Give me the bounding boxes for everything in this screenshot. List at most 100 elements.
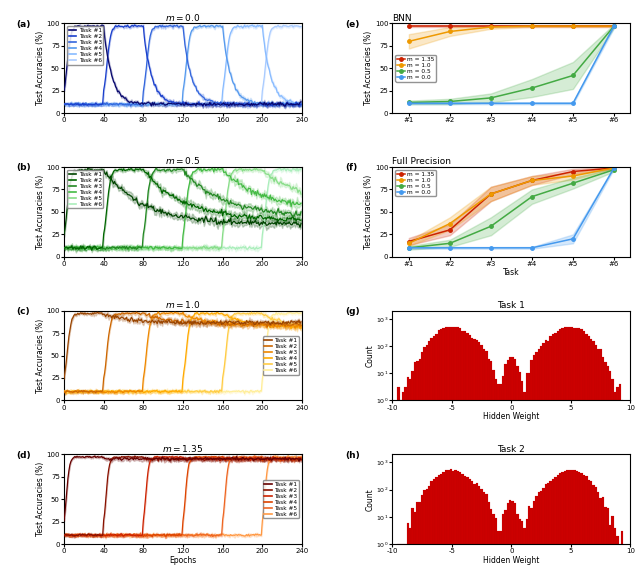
Bar [404, 387, 406, 585]
Bar [457, 472, 459, 585]
Bar [528, 505, 531, 585]
Bar [481, 345, 483, 585]
Bar [547, 483, 550, 585]
m = 0.0 [610, 164, 618, 171]
m = 1.0 [528, 177, 536, 184]
m = 1.35 [569, 23, 577, 30]
X-axis label: Hidden Weight: Hidden Weight [483, 556, 540, 565]
Bar [585, 333, 588, 585]
m = 0.5 [405, 99, 413, 106]
Bar [492, 514, 495, 585]
X-axis label: Epochs: Epochs [170, 556, 196, 565]
m = 0.0 [446, 100, 454, 107]
Bar [597, 349, 600, 585]
Bar [426, 489, 428, 585]
m = 0.5 [405, 245, 413, 252]
Bar [616, 387, 618, 585]
Bar [490, 510, 492, 585]
Bar [421, 495, 423, 585]
Bar [525, 519, 528, 585]
Bar [457, 327, 459, 585]
Bar [531, 508, 533, 585]
Bar [402, 544, 404, 585]
Bar [533, 356, 535, 585]
m = 1.0 [528, 23, 536, 30]
Bar [573, 470, 575, 585]
Bar [535, 352, 538, 585]
Bar [428, 341, 431, 585]
Bar [466, 333, 468, 585]
Bar [514, 360, 516, 585]
Line: m = 0.0: m = 0.0 [407, 25, 616, 105]
Bar [554, 333, 557, 585]
m = 0.0 [569, 235, 577, 242]
Bar [571, 470, 573, 585]
Bar [485, 494, 488, 585]
Y-axis label: Test Accuracies (%): Test Accuracies (%) [36, 31, 45, 105]
Bar [474, 484, 476, 585]
Bar [535, 495, 538, 585]
m = 1.0 [610, 164, 618, 171]
Bar [431, 338, 433, 585]
Bar [416, 503, 419, 585]
Title: Task 1: Task 1 [497, 301, 525, 310]
Bar [399, 400, 402, 585]
Bar [588, 480, 590, 585]
Bar [554, 477, 557, 585]
X-axis label: Task: Task [503, 269, 520, 277]
Title: Task 2: Task 2 [497, 445, 525, 453]
Bar [495, 379, 497, 585]
Bar [525, 373, 528, 585]
Y-axis label: Test Accuracies (%): Test Accuracies (%) [36, 318, 45, 393]
Bar [423, 490, 426, 585]
Bar [518, 519, 521, 585]
Bar [433, 479, 435, 585]
Bar [471, 481, 474, 585]
Bar [568, 470, 571, 585]
Text: (b): (b) [17, 163, 31, 173]
Line: m = 0.5: m = 0.5 [407, 168, 616, 250]
Legend: Task #1, Task #2, Task #3, Task #4, Task #5, Task #6: Task #1, Task #2, Task #3, Task #4, Task… [67, 170, 104, 208]
Bar [621, 531, 623, 585]
Bar [481, 489, 483, 585]
Bar [409, 379, 412, 585]
Bar [421, 352, 423, 585]
Bar [414, 362, 416, 585]
m = 1.0 [569, 173, 577, 180]
m = 0.0 [569, 100, 577, 107]
Legend: Task #1, Task #2, Task #3, Task #4, Task #5, Task #6: Task #1, Task #2, Task #3, Task #4, Task… [262, 336, 299, 375]
Bar [478, 342, 481, 585]
Legend: Task #1, Task #2, Task #3, Task #4, Task #5, Task #6: Task #1, Task #2, Task #3, Task #4, Task… [67, 26, 104, 65]
Bar [552, 335, 554, 585]
m = 0.0 [446, 245, 454, 252]
m = 1.0 [487, 23, 495, 30]
Bar [483, 349, 485, 585]
Y-axis label: Test Accuracies (%): Test Accuracies (%) [36, 175, 45, 249]
Bar [593, 485, 595, 585]
Bar [468, 479, 471, 585]
Line: m = 1.0: m = 1.0 [407, 166, 616, 245]
Legend: m = 1.35, m = 1.0, m = 0.5, m = 0.0: m = 1.35, m = 1.0, m = 0.5, m = 0.0 [396, 170, 436, 197]
Bar [440, 474, 442, 585]
Bar [431, 481, 433, 585]
Bar [471, 338, 474, 585]
m = 1.35 [528, 177, 536, 184]
Bar [607, 366, 609, 585]
Bar [454, 327, 457, 585]
Bar [533, 501, 535, 585]
Bar [461, 331, 464, 585]
Bar [497, 531, 499, 585]
Bar [442, 328, 445, 585]
Bar [618, 384, 621, 585]
Title: $m = 1.0$: $m = 1.0$ [165, 299, 201, 310]
m = 1.0 [405, 240, 413, 247]
Bar [540, 490, 542, 585]
Bar [490, 361, 492, 585]
Bar [542, 343, 545, 585]
Bar [495, 518, 497, 585]
Bar [604, 362, 607, 585]
Bar [568, 327, 571, 585]
Bar [459, 328, 461, 585]
Bar [507, 503, 509, 585]
Text: (c): (c) [17, 307, 30, 316]
